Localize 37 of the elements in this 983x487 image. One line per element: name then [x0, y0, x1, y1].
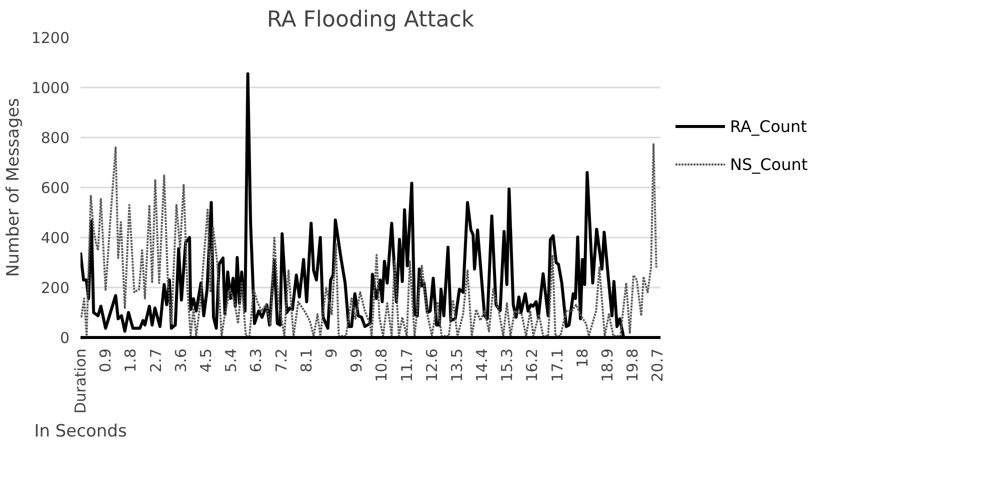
x-tick-label: 20.7	[648, 348, 667, 382]
x-tick-label: 9	[322, 348, 340, 358]
x-tick-label: 7.2	[272, 348, 290, 372]
y-tick-label: 600	[40, 179, 70, 197]
x-tick-label: 5.4	[222, 348, 240, 372]
x-tick-label: 18	[573, 348, 592, 368]
x-tick-label: 16.2	[523, 348, 542, 382]
chart-title: RA Flooding Attack	[266, 8, 474, 32]
x-tick-label: 18.9	[598, 348, 617, 382]
x-tick-label: Duration	[72, 348, 90, 414]
x-axis-title: In Seconds	[34, 422, 127, 442]
x-tick-label: 2.7	[146, 348, 165, 372]
y-tick-label: 1200	[31, 29, 70, 47]
x-tick-label: 0.9	[96, 348, 115, 372]
y-tick-label: 0	[60, 329, 70, 347]
x-tick-label: 3.6	[172, 348, 190, 372]
x-tick-label: 15.3	[498, 348, 516, 382]
x-tick-label: 8.1	[297, 348, 316, 372]
y-tick-label: 200	[40, 279, 70, 297]
y-axis-title: Number of Messages	[3, 98, 24, 277]
y-tick-label: 1000	[31, 79, 70, 97]
x-tick-label: 4.5	[196, 348, 215, 372]
x-tick-label: 14.4	[473, 348, 492, 382]
legend-label: RA_Count	[730, 116, 807, 136]
x-tick-label: 10.8	[372, 348, 391, 382]
y-tick-label: 400	[40, 229, 70, 247]
line-series	[80, 143, 658, 337]
x-tick-label: 19.8	[624, 348, 642, 382]
x-tick-label: 12.6	[422, 348, 441, 382]
x-tick-label: 11.7	[398, 348, 416, 382]
legend-label: NS_Count	[730, 154, 808, 174]
x-tick-label: 1.8	[122, 348, 140, 372]
x-tick-label: 9.9	[348, 348, 366, 372]
x-tick-label: 13.5	[448, 348, 466, 382]
x-tick-label: 17.1	[548, 348, 566, 382]
y-tick-label: 800	[40, 129, 70, 147]
x-tick-label: 6.3	[247, 348, 266, 372]
